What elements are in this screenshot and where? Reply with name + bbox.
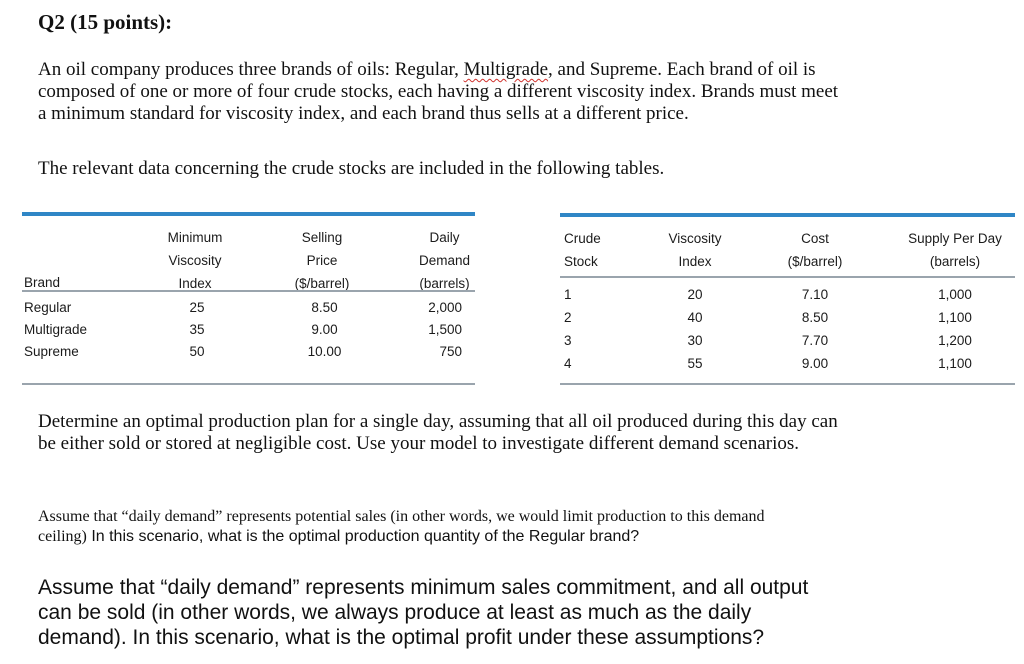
- header-crude-stock: Crude Stock: [564, 227, 601, 273]
- brand-cell: Multigrade: [24, 322, 88, 337]
- supply-cell: 1,200: [938, 333, 972, 348]
- supply-cell: 1,100: [938, 310, 972, 325]
- intro-paragraph: An oil company produces three brands of …: [38, 59, 998, 125]
- cost-cell: 7.70: [801, 333, 829, 348]
- scenario-1-line-2: ceiling) In this scenario, what is the o…: [38, 527, 1008, 547]
- brand-cell: Regular: [24, 300, 72, 315]
- header-brand: Brand: [24, 275, 61, 290]
- brand-table-header-rule: [22, 290, 475, 292]
- table-row: Multigrade 35 9.00 1,500: [22, 322, 475, 344]
- scenario-1-line-1: Assume that “daily demand” represents po…: [38, 508, 765, 525]
- intro-line-1: An oil company produces three brands of …: [38, 59, 998, 81]
- viscosity-cell: 30: [687, 333, 703, 348]
- scenario-1-sans-part: In this scenario, what is the optimal pr…: [86, 528, 640, 545]
- multigrade-word: Multigrade: [463, 59, 549, 80]
- header-line: Daily: [429, 230, 460, 245]
- price-cell: 10.00: [307, 344, 342, 359]
- cost-cell: 7.10: [801, 287, 829, 302]
- table-row: 2 40 8.50 1,100: [560, 310, 1015, 332]
- intro-line-2: composed of one or more of four crude st…: [38, 81, 839, 102]
- brand-table-bottom-rule: [22, 383, 475, 385]
- header-line: Crude: [564, 231, 601, 246]
- cost-cell: 8.50: [801, 310, 829, 325]
- header-min-viscosity: Minimum Viscosity Index: [140, 226, 250, 295]
- header-line: ($/barrel): [294, 276, 350, 291]
- header-line: Demand: [418, 253, 471, 268]
- demand-cell: 2,000: [428, 300, 462, 315]
- table-row: 4 55 9.00 1,100: [560, 356, 1015, 378]
- min-visc-cell: 50: [189, 344, 205, 359]
- header-line: ($/barrel): [787, 254, 843, 269]
- scenario-1-serif-part: ceiling): [38, 528, 87, 545]
- crude-table-header-rule: [560, 276, 1015, 278]
- supply-cell: 1,100: [938, 356, 972, 371]
- viscosity-cell: 40: [687, 310, 703, 325]
- cost-cell: 9.00: [801, 356, 829, 371]
- intro-text-a: An oil company produces three brands of …: [38, 59, 464, 80]
- header-line: Stock: [564, 254, 598, 269]
- header-line: Cost: [801, 231, 829, 246]
- scenario-2-line: can be sold (in other words, we always p…: [38, 601, 752, 624]
- intro-text-b: , and Supreme. Each brand of oil is: [548, 59, 816, 80]
- crude-table-bottom-rule: [560, 383, 1015, 385]
- determine-paragraph: Determine an optimal production plan for…: [38, 411, 998, 455]
- data-sentence: The relevant data concerning the crude s…: [38, 158, 665, 179]
- header-line: Selling: [301, 230, 343, 245]
- scenario-2-line: Assume that “daily demand” represents mi…: [38, 576, 809, 599]
- header-viscosity-index: Viscosity Index: [650, 227, 740, 273]
- min-visc-cell: 35: [189, 322, 205, 337]
- table-row: Supreme 50 10.00 750: [22, 344, 475, 366]
- determine-line: Determine an optimal production plan for…: [38, 411, 838, 432]
- scenario-1-question: Assume that “daily demand” represents po…: [38, 507, 1008, 547]
- intro-line-3: a minimum standard for viscosity index, …: [38, 103, 689, 124]
- header-daily-demand: Daily Demand (barrels): [397, 226, 492, 295]
- header-cost: Cost ($/barrel): [765, 227, 865, 273]
- brand-table-top-rule: [22, 212, 475, 216]
- price-cell: 8.50: [311, 300, 338, 315]
- crude-table-top-rule: [560, 213, 1015, 217]
- supply-cell: 1,000: [938, 287, 972, 302]
- stock-cell: 2: [564, 310, 572, 325]
- viscosity-cell: 20: [687, 287, 703, 302]
- demand-cell: 1,500: [428, 322, 462, 337]
- header-line: Price: [306, 253, 338, 268]
- stock-cell: 3: [564, 333, 572, 348]
- header-line: Index: [178, 276, 212, 291]
- header-line: Viscosity: [668, 231, 722, 246]
- min-visc-cell: 25: [189, 300, 205, 315]
- price-cell: 9.00: [311, 322, 338, 337]
- stock-cell: 4: [564, 356, 572, 371]
- header-line: Index: [678, 254, 712, 269]
- demand-cell: 750: [439, 344, 462, 359]
- header-line: Viscosity: [168, 253, 222, 268]
- stock-cell: 1: [564, 287, 572, 302]
- header-supply-per-day: Supply Per Day (barrels): [895, 227, 1015, 273]
- brand-table: Minimum Viscosity Index Selling Price ($…: [22, 216, 475, 388]
- scenario-2-line: demand). In this scenario, what is the o…: [38, 626, 765, 649]
- header-line: (barrels): [929, 254, 981, 269]
- table-row: 3 30 7.70 1,200: [560, 333, 1015, 355]
- question-title: Q2 (15 points):: [38, 10, 173, 34]
- header-line: Minimum: [167, 230, 223, 245]
- table-row: 1 20 7.10 1,000: [560, 287, 1015, 309]
- header-selling-price: Selling Price ($/barrel): [272, 226, 372, 295]
- scenario-2-question: Assume that “daily demand” represents mi…: [38, 575, 998, 650]
- table-row: Regular 25 8.50 2,000: [22, 300, 475, 322]
- determine-line: be either sold or stored at negligible c…: [38, 433, 800, 454]
- header-line: (barrels): [419, 276, 470, 291]
- viscosity-cell: 55: [687, 356, 703, 371]
- crude-table: Crude Stock Viscosity Index Cost ($/barr…: [560, 217, 1015, 277]
- header-line: Supply Per Day: [908, 231, 1002, 246]
- brand-cell: Supreme: [24, 344, 79, 359]
